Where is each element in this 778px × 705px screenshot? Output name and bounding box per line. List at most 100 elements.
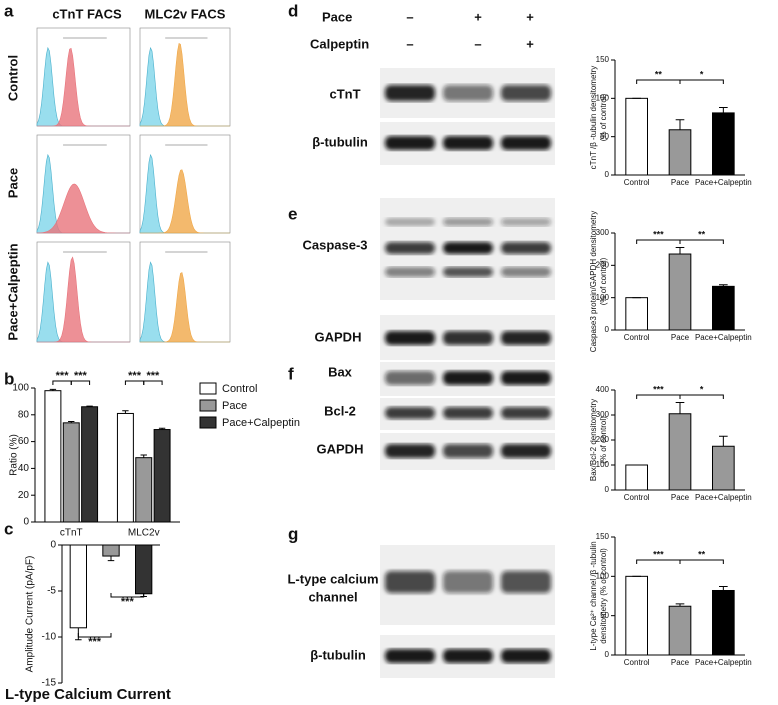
blot-label: β-tubulin [312,134,368,149]
y-tick-label: 0 [23,517,29,528]
facs-row: Pace+Calpeptin [5,243,20,340]
y-axis-label: (% of control) [599,257,608,305]
error-bar [107,556,115,562]
error-bar [675,119,685,130]
bar [135,457,153,523]
y-tick-label: 100 [596,571,610,580]
significance-bracket [636,239,681,244]
blot-band [385,407,435,419]
blot-band [501,371,551,385]
blot-band [501,331,551,345]
y-tick-label: 0 [605,650,610,659]
y-axis-label: (% of control) [599,416,608,464]
x-tick-label: cTnT [60,528,83,539]
error-bar [122,410,129,414]
y-tick-label: 400 [596,385,610,394]
significance-bracket [70,380,91,385]
error-bar [158,427,166,430]
facs-histogram [37,47,130,127]
blot-band [443,85,493,101]
blot-band [385,242,435,254]
error-bar [719,586,728,591]
significance-bracket [636,79,681,84]
facs-column: cTnT FACS [52,6,122,21]
blot-band [443,649,493,663]
bar [712,112,735,176]
significance-label: ** [655,69,663,79]
bar [668,413,692,491]
y-axis-label: Bax/Bcl-2 densitometry [589,399,598,481]
bar [712,445,735,491]
blot-band [501,267,551,277]
blot-band [443,242,493,254]
bar [44,390,62,523]
x-tick-label: Control [624,493,650,502]
facs-row: Pace [5,168,20,198]
legend-swatch [199,416,217,429]
bar [625,464,648,491]
error-bar [719,284,728,287]
y-tick-label: 200 [596,260,610,269]
bar [668,605,692,656]
blot-band [501,444,551,458]
significance-bracket [636,394,681,399]
legend-swatch [199,382,217,395]
legend-swatch [199,399,217,412]
y-tick-label: 0 [605,170,610,179]
bar [102,544,120,557]
x-tick-label: Control [624,333,650,342]
x-tick-label: MLC2v [128,528,160,539]
x-tick-label: Control [624,178,650,187]
blot-band [385,649,435,663]
treatment-sign: + [526,36,534,51]
y-tick-label: 80 [18,409,30,420]
blot-label: GAPDH [317,441,364,456]
treatment-label: Pace [322,9,352,24]
error-bar [719,107,728,113]
significance-bracket [679,79,724,84]
x-tick-label: Pace+Calpeptin [695,178,752,187]
blot-band [501,136,551,150]
significance-bracket [679,239,724,244]
blot-band [385,267,435,277]
bar [116,412,134,523]
panel-letter: c [4,519,13,538]
y-axis-label: cTnT /β -tubulin densitometry [589,66,598,170]
blot-label: channel [308,589,357,604]
blot-band [501,649,551,663]
facs-column: MLC2v FACS [145,6,226,21]
significance-bracket [77,633,112,638]
significance-label: *** [88,636,102,648]
treatment-sign: – [406,9,413,24]
x-tick-label: Control [624,658,650,667]
blot-band [385,371,435,385]
significance-bracket [110,593,145,598]
significance-label: *** [146,370,160,382]
significance-bracket [679,559,724,564]
treatment-sign: + [526,9,534,24]
blot-band [443,444,493,458]
blot-band [443,331,493,345]
y-tick-label: 200 [596,435,610,444]
blot-band [443,136,493,150]
y-axis-label: Caspase3 protein/GAPDH densitometry [589,211,598,352]
significance-bracket [636,559,681,564]
bar [668,129,692,176]
treatment-sign: – [474,36,481,51]
x-tick-label: Pace [671,333,690,342]
significance-label: *** [653,229,664,239]
error-bar [675,247,685,255]
panel-letter: f [288,364,294,383]
y-tick-label: 40 [18,463,30,474]
x-tick-label: Pace+Calpeptin [695,658,752,667]
blot-band [443,371,493,385]
y-tick-label: -15 [42,678,57,689]
facs-histogram [36,183,130,234]
bar [625,297,648,331]
blot-band [443,407,493,419]
bar [668,253,692,331]
blot-band [385,571,435,593]
blot-band [385,218,435,226]
error-bar [675,402,685,414]
